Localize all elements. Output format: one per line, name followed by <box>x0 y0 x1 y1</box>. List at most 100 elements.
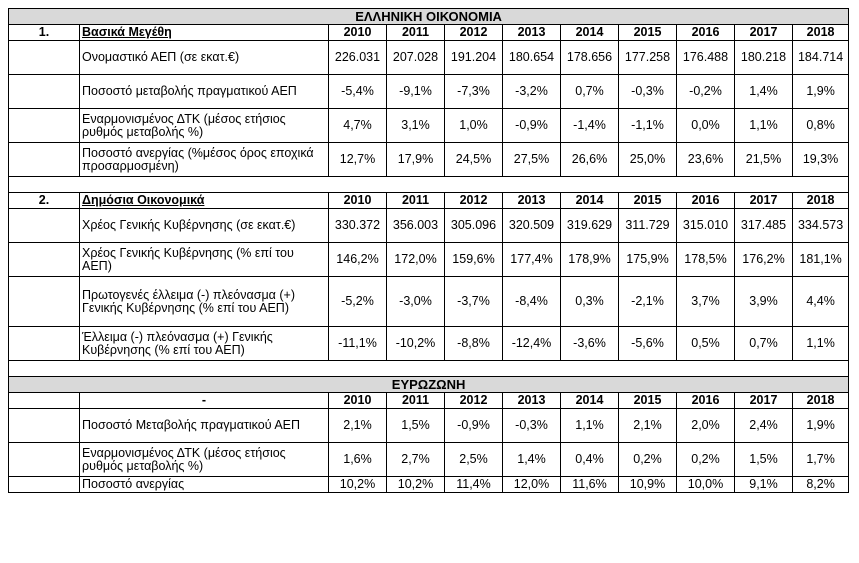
year-header: 2016 <box>676 24 735 41</box>
eurozone-header-row: ΕΥΡΩΖΩΝΗ <box>7 376 850 393</box>
spacer-cell <box>7 176 850 193</box>
section1-title: Βασικά Μεγέθη <box>79 24 329 41</box>
value-cell: -2,1% <box>618 276 677 327</box>
row-label: Πρωτογενές έλλειμα (-) πλεόνασμα (+) Γεν… <box>79 276 329 327</box>
year-header: 2013 <box>502 24 561 41</box>
value-cell: 2,4% <box>734 408 793 443</box>
section1-header-row: 1. Βασικά Μεγέθη 2010 2011 2012 2013 201… <box>8 24 850 41</box>
year-header: 2014 <box>560 192 619 209</box>
table-row: Έλλειμα (-) πλεόνασμα (+) Γενικής Κυβέρν… <box>8 326 850 361</box>
value-cell: 10,2% <box>328 476 387 493</box>
value-cell: 2,7% <box>386 442 445 477</box>
table-row: Ποσοστό Μεταβολής πραγματικού ΑΕΠ 2,1% 1,5… <box>8 408 850 443</box>
value-cell: 3,9% <box>734 276 793 327</box>
year-header: 2012 <box>444 24 503 41</box>
value-cell: -3,7% <box>444 276 503 327</box>
value-cell: 0,8% <box>791 108 850 143</box>
section2-title: Δημόσια Οικονομικά <box>79 192 329 209</box>
value-cell: -3,6% <box>560 326 619 361</box>
value-cell: 175,9% <box>618 242 677 277</box>
year-header: 2013 <box>502 392 561 409</box>
value-cell: 176,2% <box>734 242 793 277</box>
spacer-cell <box>7 360 850 377</box>
table-row: Ποσοστό μεταβολής πραγματικού ΑΕΠ -5,4% -9… <box>8 74 850 109</box>
value-cell: -1,1% <box>618 108 677 143</box>
value-cell: 3,7% <box>676 276 735 327</box>
section3-header-row: -2010 2011 2012 2013 2014 2015 2016 2017 2018 <box>8 392 850 409</box>
eurozone-title: ΕΥΡΩΖΩΝΗ <box>7 376 850 393</box>
value-cell: 12,7% <box>328 142 387 177</box>
year-header: 2011 <box>386 192 445 209</box>
year-header: 2017 <box>734 392 793 409</box>
value-cell: -5,6% <box>618 326 677 361</box>
value-cell: 10,2% <box>386 476 445 493</box>
row-label: Ονομαστικό ΑΕΠ (σε εκατ.€) <box>79 40 329 75</box>
value-cell: 1,9% <box>791 408 850 443</box>
spacer-row <box>7 360 850 377</box>
value-cell: 26,6% <box>560 142 619 177</box>
value-cell: 25,0% <box>618 142 677 177</box>
year-header: 2013 <box>502 192 561 209</box>
table-row: Εναρμονισμένος ΔΤΚ (μέσος ετήσιος ρυθμός… <box>8 108 850 143</box>
row-label: Χρέος Γενικής Κυβέρνησης (% επί του ΑΕΠ) <box>79 242 329 277</box>
row-label: Έλλειμα (-) πλεόνασμα (+) Γενικής Κυβέρν… <box>79 326 329 361</box>
value-cell: 4,7% <box>328 108 387 143</box>
year-header: 2016 <box>676 192 735 209</box>
value-cell: 191.204 <box>444 40 503 75</box>
year-header: 2017 <box>734 24 793 41</box>
value-cell: 2,5% <box>444 442 503 477</box>
value-cell: -12,4% <box>502 326 561 361</box>
row-label: Εναρμονισμένος ΔΤΚ (μέσος ετήσιος ρυθμός… <box>79 108 329 143</box>
row-label: Χρέος Γενικής Κυβέρνησης (σε εκατ.€) <box>79 208 329 243</box>
value-cell: 305.096 <box>444 208 503 243</box>
row-label: Εναρμονισμένος ΔΤΚ (μέσος ετήσιος ρυθμός… <box>79 442 329 477</box>
table-row: Πρωτογενές έλλειμα (-) πλεόνασμα (+) Γεν… <box>8 276 850 327</box>
year-header: 2015 <box>618 192 677 209</box>
value-cell: 1,0% <box>444 108 503 143</box>
table-body: ΕΛΛΗΝΙΚΗ ΟΙΚΟΝΟΜΙΑ 1. Βασικά Μεγέθη 2010… <box>7 8 850 493</box>
year-header: 2011 <box>386 24 445 41</box>
value-cell: 1,5% <box>734 442 793 477</box>
value-cell: 10,9% <box>618 476 677 493</box>
year-header: 2010 <box>328 392 387 409</box>
value-cell: -0,2% <box>676 74 735 109</box>
value-cell: 0,4% <box>560 442 619 477</box>
value-cell: 1,5% <box>386 408 445 443</box>
value-cell: 0,3% <box>560 276 619 327</box>
value-cell: 311.729 <box>618 208 677 243</box>
value-cell: 2,1% <box>618 408 677 443</box>
value-cell: -5,2% <box>328 276 387 327</box>
value-cell: 356.003 <box>386 208 445 243</box>
value-cell: 330.372 <box>328 208 387 243</box>
value-cell: -9,1% <box>386 74 445 109</box>
value-cell: 0,7% <box>734 326 793 361</box>
value-cell: 0,2% <box>676 442 735 477</box>
value-cell: 1,4% <box>734 74 793 109</box>
value-cell: 1,4% <box>502 442 561 477</box>
empty-cell <box>8 326 80 361</box>
value-cell: 1,7% <box>791 442 850 477</box>
value-cell: 2,1% <box>328 408 387 443</box>
value-cell: -0,9% <box>444 408 503 443</box>
value-cell: -3,2% <box>502 74 561 109</box>
empty-cell <box>8 408 80 443</box>
year-header: 2010 <box>328 192 387 209</box>
year-header: 2017 <box>734 192 793 209</box>
value-cell: 0,2% <box>618 442 677 477</box>
row-label: Ποσοστό μεταβολής πραγματικού ΑΕΠ <box>79 74 329 109</box>
value-cell: 181,1% <box>791 242 850 277</box>
value-cell: 320.509 <box>502 208 561 243</box>
empty-cell <box>8 208 80 243</box>
value-cell: 178,5% <box>676 242 735 277</box>
value-cell: 10,0% <box>676 476 735 493</box>
empty-cell <box>8 40 80 75</box>
table-row: Ποσοστό ανεργίας 10,2% 10,2% 11,4% 12,0% 11,6… <box>8 476 850 493</box>
value-cell: 176.488 <box>676 40 735 75</box>
value-cell: 177.258 <box>618 40 677 75</box>
section2-header-row: 2. Δημόσια Οικονομικά 2010 2011 2012 2013 2014… <box>8 192 850 209</box>
value-cell: -0,3% <box>502 408 561 443</box>
economy-table: ΕΛΛΗΝΙΚΗ ΟΙΚΟΝΟΜΙΑ 1. Βασικά Μεγέθη 2010… <box>7 8 850 493</box>
value-cell: 1,1% <box>791 326 850 361</box>
year-header: 2012 <box>444 392 503 409</box>
value-cell: 184.714 <box>791 40 850 75</box>
